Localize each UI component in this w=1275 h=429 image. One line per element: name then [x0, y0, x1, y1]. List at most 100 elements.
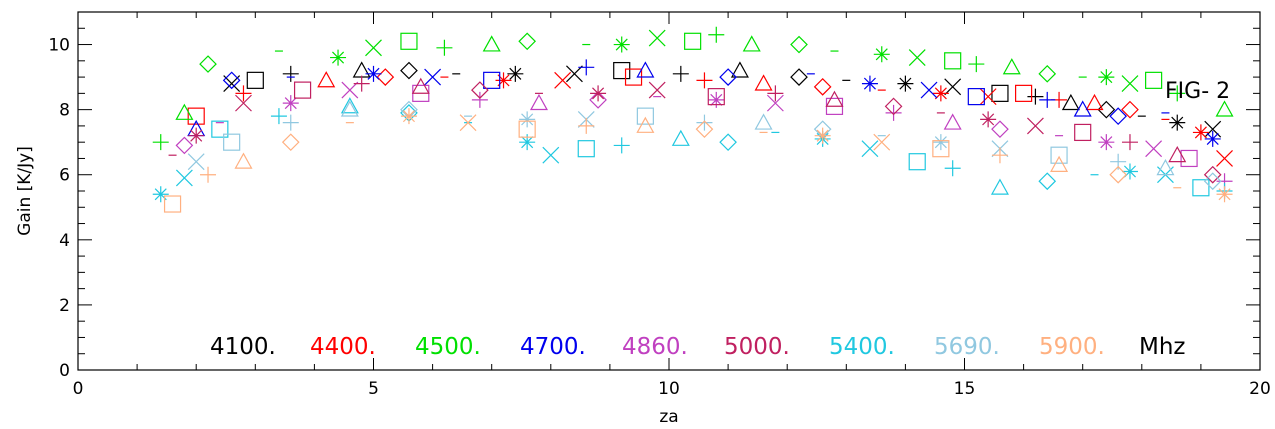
data-point	[790, 68, 808, 86]
data-point	[1204, 120, 1222, 138]
data-point	[1039, 91, 1056, 108]
data-point	[222, 71, 241, 90]
data-point	[152, 186, 169, 203]
data-point	[1038, 64, 1057, 83]
data-point	[1215, 100, 1234, 117]
data-point	[1121, 100, 1139, 119]
y-tick-label: 2	[59, 296, 70, 316]
data-point	[411, 77, 430, 94]
data-point	[175, 103, 194, 120]
data-point	[495, 72, 512, 89]
legend-entry: 4400.	[310, 334, 376, 360]
data-point	[873, 133, 891, 151]
plot-frame	[77, 11, 1261, 371]
y-tick-label: 4	[59, 231, 70, 251]
data-point	[742, 35, 761, 52]
x-tick-label: 15	[954, 379, 976, 399]
data-point	[235, 85, 252, 102]
data-point	[943, 113, 962, 130]
data-point	[861, 75, 878, 92]
data-point	[1098, 134, 1115, 151]
data-point	[672, 65, 689, 82]
data-point	[1121, 163, 1138, 180]
data-points	[152, 26, 1234, 213]
data-point	[767, 85, 784, 102]
legend-entry: 4700.	[520, 334, 586, 360]
data-point	[1204, 130, 1221, 147]
data-point	[282, 114, 299, 131]
data-point	[754, 74, 773, 91]
data-point	[459, 114, 477, 132]
data-point	[980, 111, 997, 128]
data-point	[708, 91, 725, 108]
data-point	[897, 75, 914, 92]
data-point	[352, 61, 371, 78]
data-point	[1061, 93, 1080, 111]
data-point	[613, 137, 630, 154]
data-point	[282, 95, 299, 112]
legend-unit: Mhz	[1139, 334, 1186, 360]
data-point	[519, 134, 536, 151]
data-point	[1073, 100, 1092, 117]
data-point	[519, 111, 536, 128]
data-point	[1109, 165, 1128, 184]
data-point	[341, 81, 359, 99]
data-point	[1109, 107, 1128, 125]
y-tick-label: 0	[59, 361, 70, 381]
data-point	[529, 93, 548, 111]
data-point	[578, 59, 595, 76]
x-axis-label: za	[659, 407, 678, 427]
data-point	[696, 72, 713, 89]
y-tick-label: 6	[59, 166, 70, 186]
data-point	[200, 166, 217, 183]
data-point	[671, 129, 690, 146]
data-point	[1074, 123, 1092, 142]
data-point	[199, 55, 217, 73]
data-point	[1050, 146, 1068, 164]
data-point	[1085, 93, 1104, 111]
data-point	[1168, 145, 1187, 163]
data-point	[317, 71, 336, 88]
data-point	[967, 88, 985, 106]
data-point	[719, 133, 737, 152]
data-point	[885, 104, 902, 121]
data-point	[991, 84, 1009, 102]
data-point	[282, 65, 299, 82]
data-point	[932, 140, 950, 158]
data-point	[719, 68, 737, 86]
data-point	[884, 97, 903, 116]
data-point	[908, 49, 926, 66]
data-point	[436, 39, 453, 56]
data-point	[613, 61, 631, 80]
data-point	[968, 56, 985, 73]
data-point	[566, 65, 583, 83]
series-1	[187, 68, 1233, 167]
data-point	[908, 153, 926, 171]
data-point	[1121, 134, 1138, 151]
data-point	[1169, 114, 1186, 131]
data-point	[991, 147, 1008, 164]
data-point	[1027, 88, 1044, 105]
data-point	[188, 127, 205, 144]
data-point	[754, 113, 773, 130]
data-point	[730, 61, 749, 78]
y-axis-label: Gain [K/Jy]	[15, 146, 35, 236]
data-point	[636, 116, 655, 133]
data-point	[471, 81, 489, 99]
data-point	[1192, 179, 1210, 197]
data-point	[1050, 155, 1069, 172]
data-point	[1014, 84, 1033, 102]
data-point	[1169, 85, 1186, 102]
data-point	[542, 146, 560, 164]
data-point	[1216, 186, 1233, 203]
data-point	[991, 120, 1009, 139]
data-point	[577, 140, 595, 158]
data-point	[163, 195, 182, 213]
x-tick-label: 5	[368, 379, 379, 399]
data-point	[708, 26, 725, 43]
data-point	[707, 88, 725, 106]
data-point	[518, 32, 537, 51]
data-point	[636, 107, 654, 125]
data-point	[471, 91, 488, 108]
